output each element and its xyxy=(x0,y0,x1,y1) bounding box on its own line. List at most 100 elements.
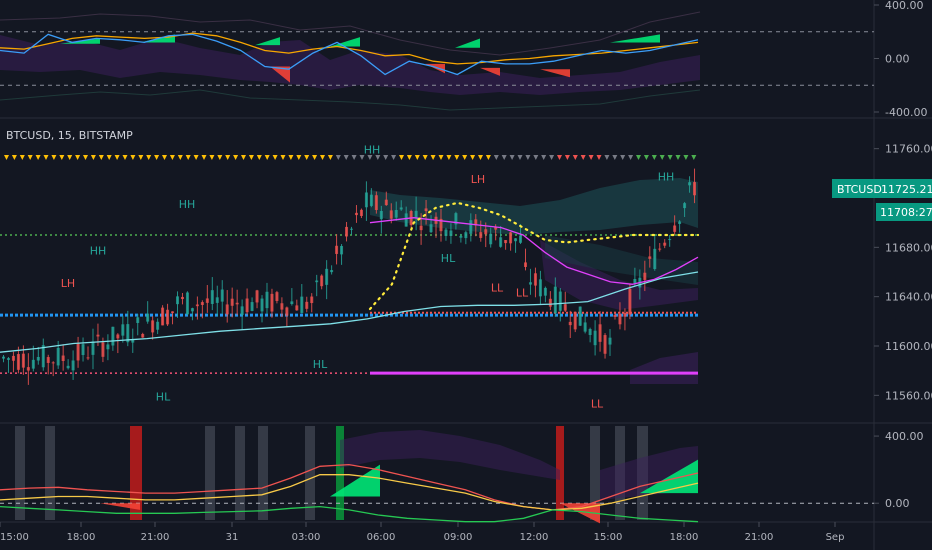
price-series-lines xyxy=(0,201,700,353)
candle-body-31 xyxy=(156,321,160,330)
price-badge-symbol: BTCUSD xyxy=(837,183,882,196)
signal-triangle-55 xyxy=(438,155,444,160)
bottom-oscillator-pane[interactable]: 400.00 0.00 xyxy=(0,426,924,524)
candle-body-27 xyxy=(136,317,140,323)
signal-triangle-48 xyxy=(383,155,389,160)
candle-body-93 xyxy=(464,232,468,239)
candle-body-46 xyxy=(230,298,234,306)
signal-triangle-78 xyxy=(620,155,626,160)
bottom-background-bar-9 xyxy=(590,426,600,520)
bottom-background-bar-4 xyxy=(235,426,245,520)
candle-body-70 xyxy=(350,228,353,230)
candle-body-130 xyxy=(648,256,652,259)
signal-triangle-11 xyxy=(90,155,96,160)
candle-body-55 xyxy=(275,292,279,301)
swing-label-10: LL xyxy=(591,398,604,411)
candle-body-37 xyxy=(185,292,189,315)
swing-labels: LH HH HH HL HL HH LH HL LL LL LL HH xyxy=(61,144,674,411)
price-series-line-1 xyxy=(369,217,699,285)
signal-triangle-44 xyxy=(351,155,357,160)
signal-triangle-68 xyxy=(541,155,547,160)
candle-body-108 xyxy=(538,279,542,297)
candle-body-15 xyxy=(76,343,80,361)
candle-body-60 xyxy=(300,296,304,313)
candle-body-118 xyxy=(588,329,592,335)
candle-body-28 xyxy=(141,333,145,338)
candle-body-75 xyxy=(374,195,378,210)
candle-body-99 xyxy=(494,227,498,230)
candle-body-96 xyxy=(479,232,483,238)
swing-label-8: LL xyxy=(491,282,504,295)
candle-body-105 xyxy=(524,262,527,267)
candle-body-2 xyxy=(11,355,15,361)
candle-body-3 xyxy=(16,354,20,370)
signal-triangle-85 xyxy=(675,155,681,160)
signal-triangle-58 xyxy=(462,155,468,160)
candle-body-103 xyxy=(514,238,518,242)
signal-triangle-64 xyxy=(509,155,515,160)
candle-body-86 xyxy=(429,224,433,233)
signal-triangle-32 xyxy=(256,155,262,160)
candle-body-47 xyxy=(235,302,239,305)
swing-label-2: HH xyxy=(179,198,196,211)
bottom-tick-label-0: 400.00 xyxy=(885,430,924,443)
bottom-highlight-0 xyxy=(330,464,380,497)
time-tick-label-8: 15:00 xyxy=(594,532,623,543)
bottom-background-bar-5 xyxy=(258,426,268,520)
candle-body-43 xyxy=(215,297,219,303)
top-oscillator-pane[interactable]: 400.00 0.00 -400.00 xyxy=(0,0,927,119)
candle-body-16 xyxy=(81,344,85,356)
signal-triangle-30 xyxy=(241,155,246,160)
signal-triangle-39 xyxy=(312,155,318,160)
candle-body-106 xyxy=(528,282,532,285)
signal-triangle-4 xyxy=(35,155,41,160)
bottom-cloud xyxy=(340,430,560,480)
candle-body-25 xyxy=(126,324,130,343)
candle-body-12 xyxy=(61,355,65,361)
top-highlight-3 xyxy=(330,37,360,47)
price-badge-value: 11725.21 xyxy=(881,183,932,196)
candle-body-64 xyxy=(320,275,324,287)
candle-body-4 xyxy=(21,353,25,368)
candle-body-56 xyxy=(280,303,284,310)
signal-triangle-8 xyxy=(67,155,73,160)
top-series-line-1 xyxy=(0,33,699,76)
candle-body-104 xyxy=(519,235,523,243)
top-highlight-6 xyxy=(270,66,290,83)
top-tick-label-1: 0.00 xyxy=(885,53,910,66)
signal-triangle-80 xyxy=(636,155,641,160)
signal-triangle-23 xyxy=(185,155,191,160)
candle-body-38 xyxy=(190,308,194,312)
lower-purple-cloud xyxy=(630,352,698,384)
candle-body-29 xyxy=(146,313,150,322)
candle-body-119 xyxy=(593,330,597,346)
price-tick-label-2: 11640.00 xyxy=(885,291,932,304)
candle-body-68 xyxy=(340,245,344,255)
candle-body-137 xyxy=(683,203,687,209)
candlesticks xyxy=(2,168,697,385)
signal-triangle-3 xyxy=(27,155,33,160)
signal-triangle-47 xyxy=(375,155,381,160)
signal-triangle-31 xyxy=(248,155,254,160)
candle-body-115 xyxy=(573,311,577,330)
signal-triangle-37 xyxy=(296,155,302,160)
candle-body-23 xyxy=(116,334,120,339)
signal-triangle-66 xyxy=(525,155,531,160)
candle-body-139 xyxy=(693,182,697,196)
bottom-tick-label-1: 0.00 xyxy=(885,497,910,510)
signal-triangle-20 xyxy=(162,155,167,160)
price-clouds xyxy=(370,178,698,384)
signal-triangle-22 xyxy=(177,155,183,160)
signal-triangle-6 xyxy=(51,155,57,160)
time-tick-label-7: 12:00 xyxy=(520,532,549,543)
candle-body-57 xyxy=(285,307,289,316)
signal-triangle-87 xyxy=(691,155,697,160)
swing-label-4: HL xyxy=(313,358,328,371)
signal-triangle-2 xyxy=(19,155,25,160)
candle-body-44 xyxy=(220,289,224,302)
signal-triangle-26 xyxy=(209,155,215,160)
signal-triangle-27 xyxy=(217,155,223,160)
candle-body-58 xyxy=(290,301,294,305)
